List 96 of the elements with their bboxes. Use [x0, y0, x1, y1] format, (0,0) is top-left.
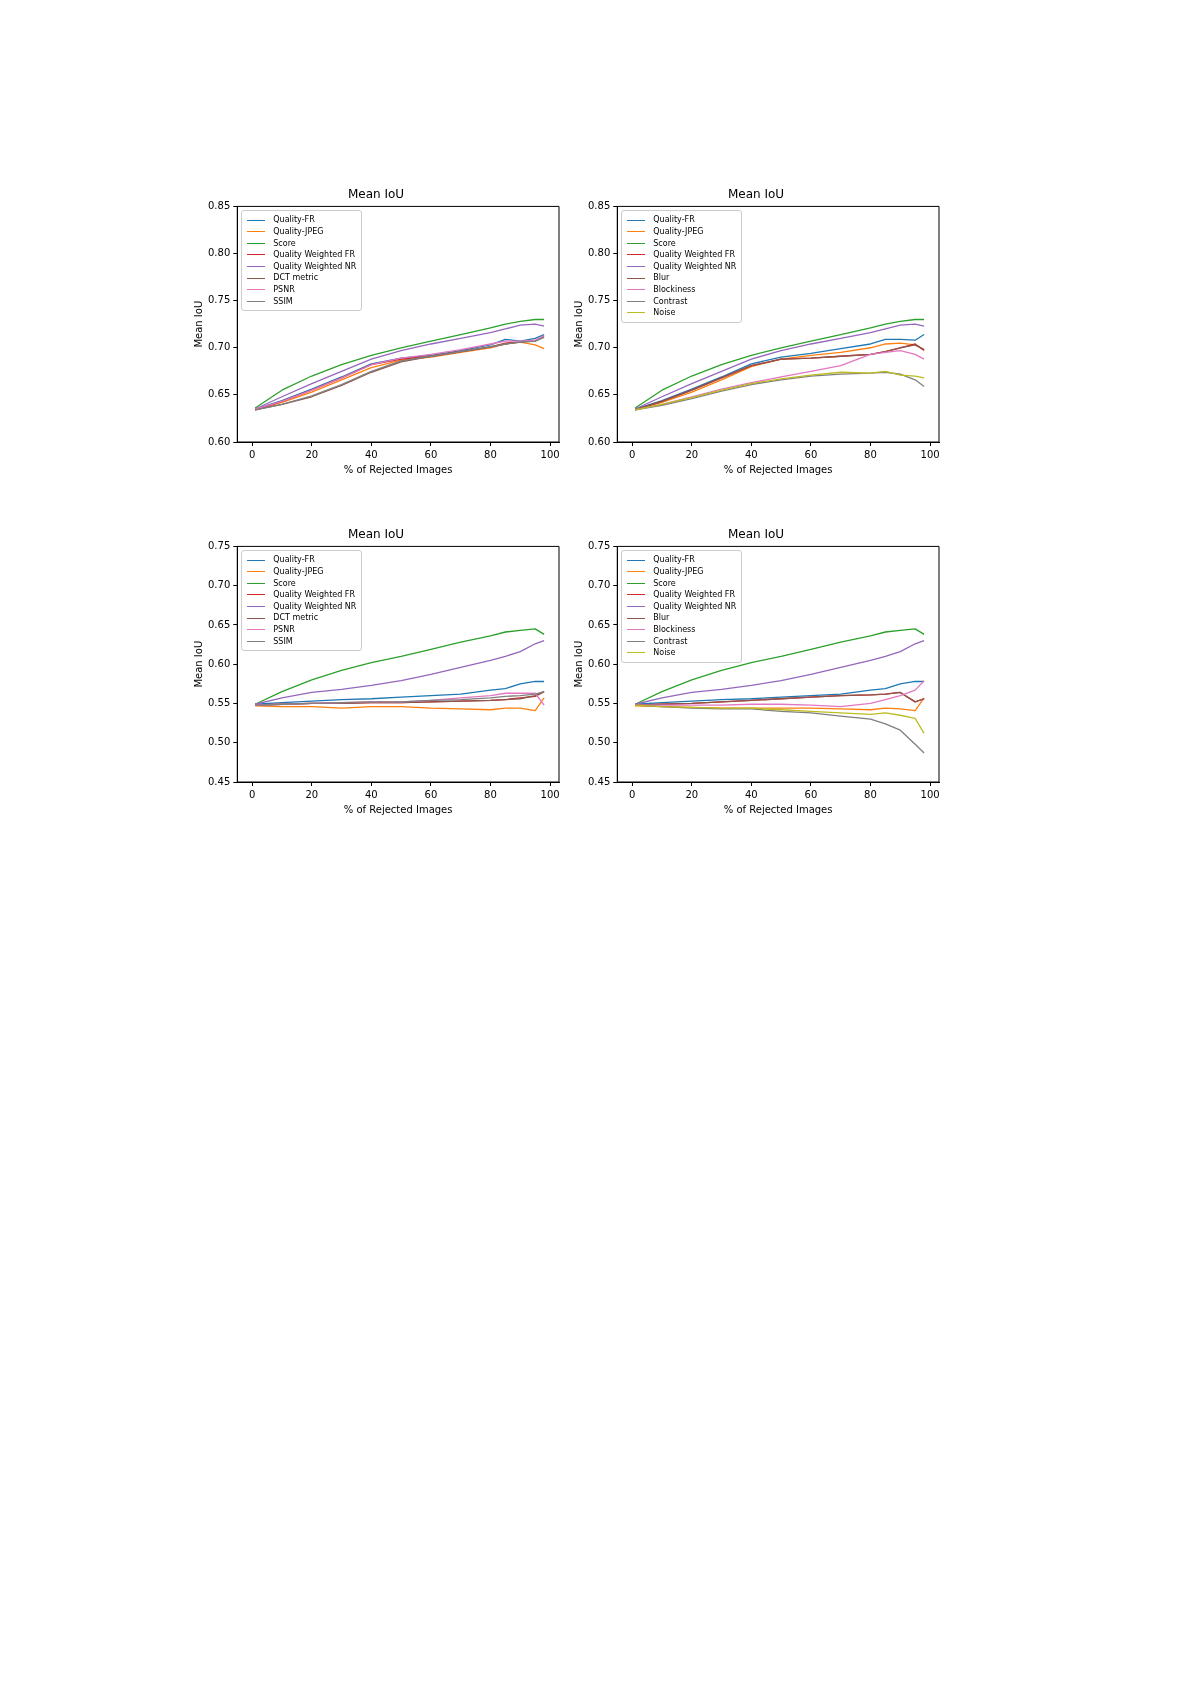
- y-tick-label: 0.85: [588, 199, 611, 211]
- y-tick-label: 0.60: [588, 657, 611, 669]
- legend-label: Quality Weighted FR: [653, 249, 735, 261]
- legend-label: Quality Weighted FR: [273, 249, 355, 261]
- x-tick-label: 20: [305, 448, 319, 460]
- y-tick-label: 0.60: [208, 657, 231, 669]
- legend-label: Contrast: [653, 635, 688, 648]
- x-tick-label: 40: [744, 788, 758, 800]
- x-tick-label: 80: [864, 788, 877, 800]
- y-tick-label: 0.85: [208, 199, 231, 211]
- y-tick-label: 0.75: [588, 539, 611, 551]
- y-tick-label: 0.60: [588, 435, 611, 447]
- legend-label: Quality-FR: [653, 214, 695, 226]
- legend-label: Quality-JPEG: [653, 566, 704, 578]
- x-tick-label: 80: [864, 448, 877, 460]
- legend-label: PSNR: [273, 283, 295, 296]
- legend-label: Quality Weighted NR: [653, 260, 737, 273]
- legend-label: Score: [273, 237, 296, 250]
- y-axis-title: Mean IoU: [572, 300, 584, 348]
- legend-label: PSNR: [273, 623, 295, 636]
- chart-title: Mean IoU: [347, 527, 405, 542]
- y-tick-label: 0.50: [588, 736, 611, 748]
- x-tick-label: 60: [804, 448, 818, 460]
- legend-label: Quality Weighted NR: [273, 600, 357, 613]
- y-axis-title: Mean IoU: [192, 300, 204, 348]
- y-tick-label: 0.70: [588, 341, 611, 353]
- x-axis-title: % of Rejected Images: [343, 463, 453, 475]
- x-tick-label: 40: [364, 788, 378, 800]
- x-tick-label: 40: [744, 448, 758, 460]
- x-tick-label: 100: [540, 788, 560, 800]
- x-tick-label: 80: [484, 448, 497, 460]
- legend-label: DCT metric: [273, 612, 319, 624]
- y-tick-label: 0.75: [208, 539, 231, 551]
- legend-label: Quality-FR: [653, 554, 695, 566]
- x-tick-label: 80: [484, 788, 497, 800]
- chart-title: Mean IoU: [727, 187, 785, 202]
- legend-label: Quality Weighted NR: [653, 600, 737, 613]
- x-axis-title: % of Rejected Images: [723, 803, 833, 815]
- legend-label: Quality-JPEG: [653, 226, 704, 238]
- legend-label: Quality-JPEG: [273, 226, 324, 238]
- legend-label: Score: [653, 577, 676, 590]
- legend-label: DCT metric: [273, 272, 319, 284]
- x-tick-label: 0: [628, 448, 636, 460]
- chart-title: Mean IoU: [727, 527, 785, 542]
- x-tick-label: 20: [685, 788, 699, 800]
- x-tick-label: 60: [424, 788, 438, 800]
- y-tick-label: 0.45: [208, 775, 231, 787]
- y-tick-label: 0.60: [208, 435, 231, 447]
- legend-label: Noise: [653, 307, 676, 319]
- chart-title: Mean IoU: [347, 187, 405, 202]
- legend-label: Quality Weighted NR: [273, 260, 357, 273]
- y-tick-label: 0.65: [588, 618, 611, 630]
- y-tick-label: 0.70: [588, 579, 611, 591]
- legend-label: SSIM: [273, 295, 293, 308]
- x-tick-label: 0: [628, 788, 636, 800]
- y-axis-title: Mean IoU: [572, 640, 584, 688]
- legend-label: Quality-FR: [273, 554, 315, 566]
- legend-label: Quality-FR: [273, 214, 315, 226]
- x-tick-label: 40: [364, 448, 378, 460]
- y-tick-label: 0.75: [588, 294, 611, 306]
- x-tick-label: 20: [685, 448, 699, 460]
- x-tick-label: 60: [424, 448, 438, 460]
- y-tick-label: 0.80: [208, 247, 231, 259]
- legend-label: SSIM: [273, 635, 293, 648]
- y-tick-label: 0.65: [588, 388, 611, 400]
- x-axis-title: % of Rejected Images: [343, 803, 453, 815]
- legend-label: Blockiness: [653, 623, 696, 636]
- legend-label: Noise: [653, 647, 676, 659]
- legend-label: Score: [653, 237, 676, 250]
- y-tick-label: 0.75: [208, 294, 231, 306]
- y-tick-label: 0.65: [208, 618, 231, 630]
- y-tick-label: 0.70: [208, 341, 231, 353]
- y-tick-label: 0.65: [208, 388, 231, 400]
- legend-label: Blockiness: [653, 283, 696, 296]
- y-tick-label: 0.55: [588, 697, 611, 709]
- y-tick-label: 0.50: [208, 736, 231, 748]
- y-tick-label: 0.70: [208, 579, 231, 591]
- legend-label: Blur: [653, 612, 670, 624]
- legend-label: Quality Weighted FR: [273, 589, 355, 601]
- x-tick-label: 0: [248, 788, 256, 800]
- x-tick-label: 100: [540, 448, 560, 460]
- y-axis-title: Mean IoU: [192, 640, 204, 688]
- x-tick-label: 60: [804, 788, 818, 800]
- x-tick-label: 0: [248, 448, 256, 460]
- x-tick-label: 20: [305, 788, 319, 800]
- x-axis-title: % of Rejected Images: [723, 463, 833, 475]
- legend-label: Quality-JPEG: [273, 566, 324, 578]
- legend-label: Contrast: [653, 295, 688, 308]
- legend-label: Quality Weighted FR: [653, 589, 735, 601]
- x-tick-label: 100: [920, 788, 940, 800]
- x-tick-label: 100: [920, 448, 940, 460]
- y-tick-label: 0.45: [588, 775, 611, 787]
- y-tick-label: 0.55: [208, 697, 231, 709]
- legend-label: Blur: [653, 272, 670, 284]
- legend-label: Score: [273, 577, 296, 590]
- y-tick-label: 0.80: [588, 247, 611, 259]
